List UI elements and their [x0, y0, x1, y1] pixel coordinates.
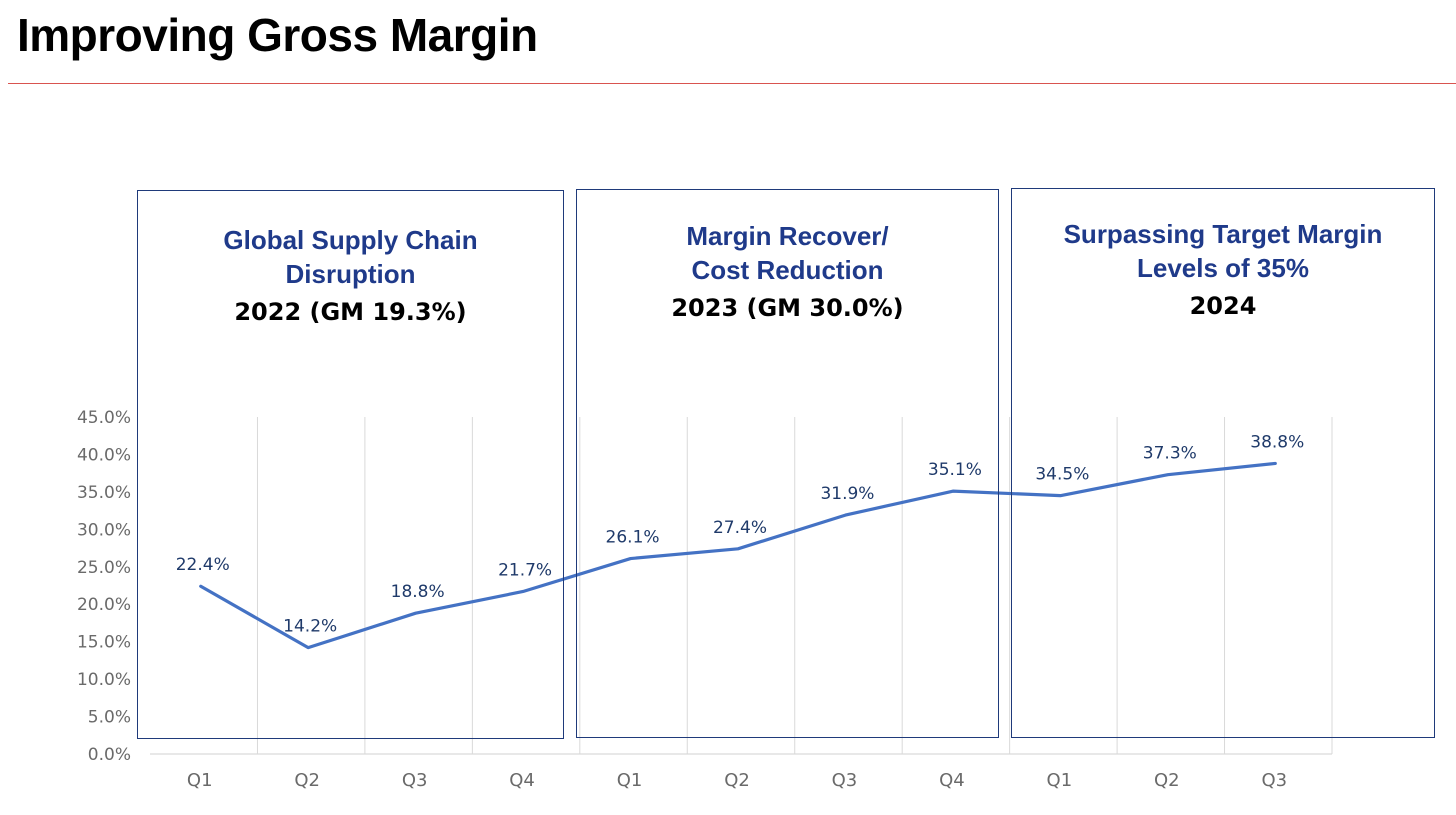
data-label: 38.8%: [1250, 432, 1304, 452]
y-tick-label: 20.0%: [77, 595, 131, 615]
page-title: Improving Gross Margin: [17, 9, 538, 61]
panel-2024-heading-line1: Surpassing Target Margin: [1063, 219, 1383, 249]
panel-2022: Global Supply Chain Disruption 2022 (GM …: [137, 190, 564, 739]
data-label: 18.8%: [391, 582, 445, 602]
panel-2022-heading-line2: Disruption: [285, 259, 416, 289]
data-label: 34.5%: [1035, 465, 1089, 485]
data-label: 31.9%: [820, 484, 874, 504]
y-axis-ticks: 0.0% 5.0% 10.0% 15.0% 20.0% 25.0% 30.0% 35.0% 40…: [77, 408, 131, 765]
x-tick-label: Q1: [1047, 770, 1073, 791]
y-tick-label: 40.0%: [77, 445, 131, 465]
title-divider: [8, 83, 1456, 84]
chart-gridlines: [256, 417, 1333, 754]
y-tick-label: 10.0%: [77, 670, 131, 690]
x-tick-label: Q4: [939, 770, 965, 791]
y-tick-label: 15.0%: [77, 633, 131, 653]
panel-2023-heading-line2: Cost Reduction: [691, 255, 884, 285]
x-tick-label: Q3: [1261, 770, 1287, 791]
panel-2023-subheading: 2023 (GM 30.0%): [671, 294, 904, 322]
panel-2024: Surpassing Target Margin Levels of 35% 2…: [1011, 188, 1435, 738]
x-tick-label: Q2: [724, 770, 750, 791]
data-label: 27.4%: [713, 518, 767, 538]
data-labels: 22.4% 14.2% 18.8% 21.7% 26.1% 27.4% 31.9% 35.1%…: [176, 432, 1305, 636]
x-tick-label: Q3: [402, 770, 428, 791]
panel-2023-heading-line1: Margin Recover/: [686, 221, 889, 251]
x-tick-label: Q3: [832, 770, 858, 791]
y-tick-label: 25.0%: [77, 558, 131, 578]
panel-2022-subheading: 2022 (GM 19.3%): [234, 298, 467, 326]
data-label: 26.1%: [606, 528, 660, 548]
panel-2022-heading-line1: Global Supply Chain: [223, 225, 478, 255]
x-tick-label: Q2: [294, 770, 320, 791]
y-tick-label: 5.0%: [88, 708, 131, 728]
x-tick-label: Q1: [187, 770, 213, 791]
y-tick-label: 0.0%: [88, 745, 131, 765]
x-axis-ticks: Q1 Q2 Q3 Q4 Q1 Q2 Q3 Q4 Q1 Q2 Q3: [187, 770, 1287, 791]
data-label: 37.3%: [1143, 444, 1197, 464]
panel-2024-heading-line2: Levels of 35%: [1137, 253, 1309, 283]
x-tick-label: Q2: [1154, 770, 1180, 791]
y-tick-label: 35.0%: [77, 483, 131, 503]
x-tick-label: Q1: [617, 770, 643, 791]
data-label: 14.2%: [283, 617, 337, 637]
series-gross-margin: [199, 461, 1277, 650]
data-label: 21.7%: [498, 560, 552, 580]
x-tick-label: Q4: [509, 770, 535, 791]
data-label: 35.1%: [928, 460, 982, 480]
y-tick-label: 45.0%: [77, 408, 131, 428]
data-label: 22.4%: [176, 555, 230, 575]
y-tick-label: 30.0%: [77, 520, 131, 540]
panel-2023: Margin Recover/ Cost Reduction 2023 (GM …: [576, 189, 999, 738]
panel-2024-subheading: 2024: [1189, 292, 1257, 320]
